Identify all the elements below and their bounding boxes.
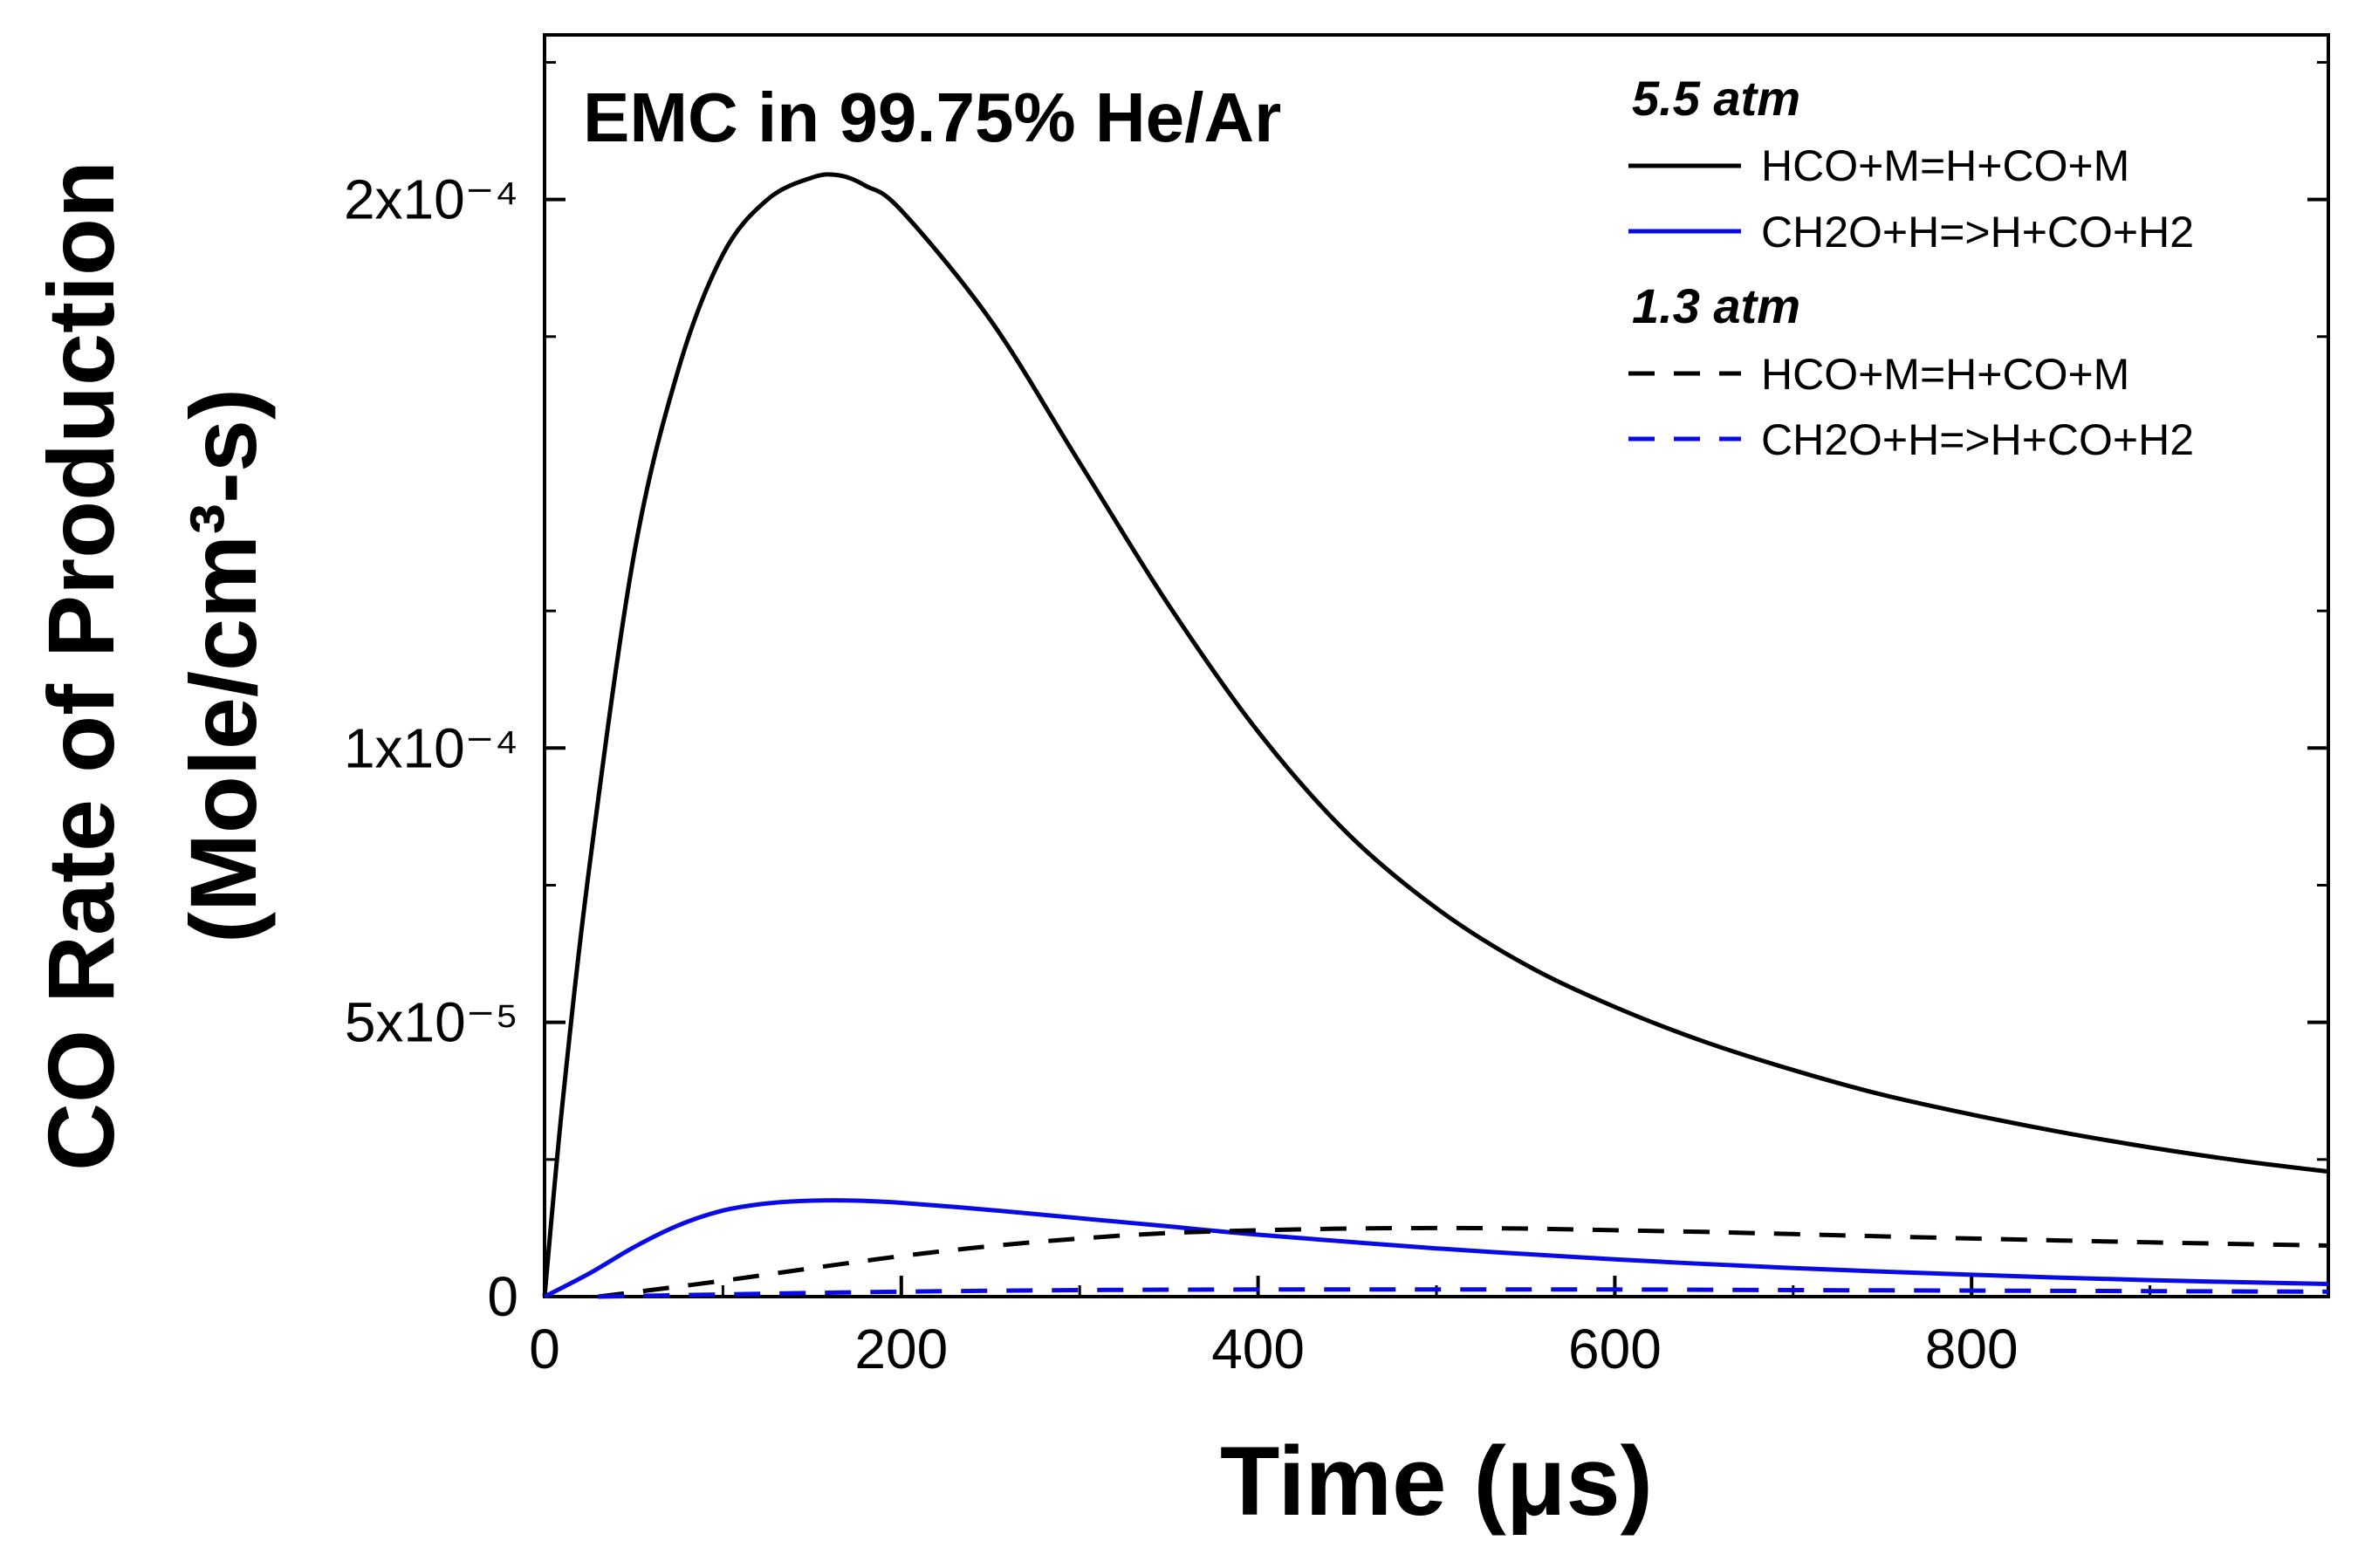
series-line-0-solid xyxy=(542,172,2329,1298)
y-tick-label: 1x10⁻⁴ xyxy=(344,716,518,779)
y-tick-label: 0 xyxy=(487,1265,518,1328)
y-axis-title: CO Rate of Production (Mole/cm³-s) xyxy=(28,161,276,1171)
legend-label-ch2o-low: CH2O+H=>H+CO+H2 xyxy=(1761,415,2194,464)
legend-group-title-low-pressure: 1.3 atm xyxy=(1632,278,1800,333)
legend-group-title-high-pressure: 5.5 atm xyxy=(1632,71,1800,126)
series-line-1-solid xyxy=(543,1198,2329,1299)
x-tick-label: 600 xyxy=(1568,1318,1662,1380)
tick-labels: 0 200 400 600 800 0 5x10⁻⁵ 1x10⁻⁴ 2x10⁻⁴ xyxy=(344,168,2019,1380)
x-tick-label: 800 xyxy=(1925,1318,2019,1380)
y-tick-label: 5x10⁻⁵ xyxy=(345,991,518,1054)
axis-ticks xyxy=(543,60,2328,1298)
legend: 5.5 atm HCO+M=H+CO+M CH2O+H=>H+CO+H2 1.3… xyxy=(1628,71,2194,464)
series-layer xyxy=(542,172,2329,1299)
x-tick-label: 200 xyxy=(854,1318,948,1380)
y-axis-title-line-1: CO Rate of Production xyxy=(28,161,134,1171)
chart-title: EMC in 99.75% He/Ar xyxy=(583,79,1281,156)
y-tick-label: 2x10⁻⁴ xyxy=(344,168,518,231)
legend-label-hco-low: HCO+M=H+CO+M xyxy=(1761,350,2129,399)
series-line-2-dashed xyxy=(598,1225,2329,1299)
y-axis-title-line-2: (Mole/cm³-s) xyxy=(170,388,276,943)
legend-label-ch2o-high: CH2O+H=>H+CO+H2 xyxy=(1761,208,2194,257)
x-tick-label: 0 xyxy=(529,1318,560,1380)
x-tick-label: 400 xyxy=(1211,1318,1305,1380)
series-line-3-dashed xyxy=(598,1287,2329,1299)
legend-label-hco-high: HCO+M=H+CO+M xyxy=(1761,141,2129,190)
x-axis-title: Time (μs) xyxy=(1220,1427,1653,1536)
